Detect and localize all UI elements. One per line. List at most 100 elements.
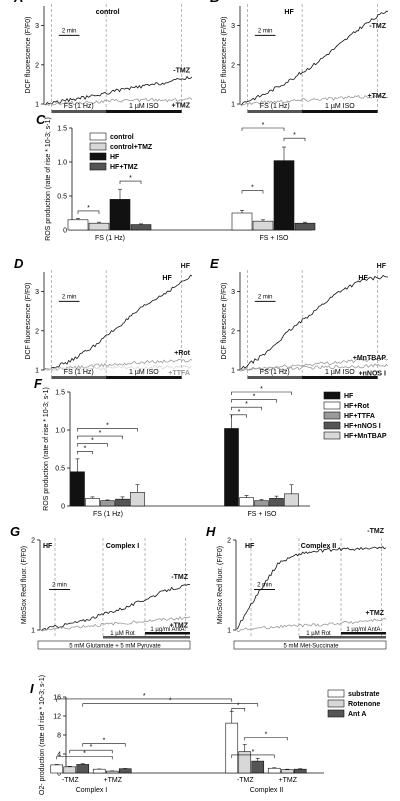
significance-star: *	[91, 438, 94, 445]
panel-label-G: G	[10, 524, 20, 539]
significance-bracket	[283, 137, 306, 142]
y-axis-label: MitoSox Red fluor. (F/F0)	[21, 546, 28, 624]
series-label: -TMZ	[171, 574, 188, 581]
legend-swatch	[327, 699, 345, 708]
legend-label: HF+Rot	[344, 403, 370, 410]
bar	[85, 498, 100, 507]
y-axis-label: O2- production (rate of rise * 10-3; s-1…	[39, 675, 46, 795]
y-tick-label: 4	[57, 752, 61, 759]
y-tick-label: 1.0	[57, 160, 67, 167]
bar	[252, 220, 274, 231]
significance-bracket	[56, 698, 233, 702]
trace--nnos-i	[239, 363, 389, 372]
y-tick-label: 2	[227, 538, 231, 545]
protocol-label: 1 µM ISO	[129, 103, 159, 110]
bar	[76, 764, 90, 774]
legend-swatch	[327, 689, 345, 698]
category-label: FS (1 Hz)	[93, 511, 123, 518]
series-label: +TMZ	[366, 610, 385, 617]
series-label: -TMZ	[369, 23, 386, 30]
panel-title: HF	[43, 543, 53, 550]
significance-bracket	[69, 749, 113, 754]
significance-star: *	[252, 749, 255, 756]
significance-star: *	[103, 738, 106, 745]
trace--tmz	[235, 617, 387, 632]
scale-bar-label: 2 min	[258, 28, 273, 34]
y-tick-label: 1	[231, 368, 235, 375]
significance-bracket	[77, 428, 138, 432]
legend-label: Rotenone	[348, 701, 380, 708]
bar	[280, 769, 294, 774]
scale-bar-label: 2 min	[258, 294, 273, 300]
significance-star: *	[169, 698, 172, 705]
significance-star: *	[237, 702, 240, 709]
trace--tmz	[43, 97, 193, 106]
panel-title: HF	[358, 275, 368, 282]
panel-label-C: C	[36, 112, 46, 127]
significance-bracket	[231, 391, 292, 395]
significance-star: *	[253, 394, 256, 401]
category-label: +TMZ	[279, 777, 298, 784]
bar	[88, 222, 110, 231]
panel-C: C 0 0.5 1.0 1.5 ROS production (rate of rise …	[36, 112, 316, 242]
y-tick-label: 0	[63, 228, 67, 235]
panel-label-F: F	[34, 376, 43, 391]
scale-bar-label: 2 min	[52, 583, 67, 589]
legend-swatch	[323, 411, 341, 420]
significance-bracket	[231, 406, 262, 411]
legend-label: Ant A	[348, 711, 366, 718]
scale-bar-label: 2 min	[62, 294, 77, 300]
bar	[294, 222, 316, 231]
significance-bracket	[241, 127, 285, 131]
y-tick-label: 1.5	[57, 126, 67, 133]
legend-swatch	[89, 152, 107, 161]
trace-hf	[43, 274, 193, 371]
significance-star: *	[84, 445, 87, 452]
significance-bracket	[231, 708, 246, 712]
protocol-label: FS (1 Hz)	[64, 369, 94, 376]
bar	[63, 766, 77, 774]
legend-label: substrate	[348, 691, 380, 698]
panel-title: HF	[284, 9, 294, 16]
significance-star: *	[293, 132, 296, 139]
bar	[105, 770, 119, 774]
y-tick-label: 1	[231, 102, 235, 109]
category-label: -TMZ	[237, 777, 254, 784]
significance-star: *	[251, 185, 254, 192]
panel-title: HF	[162, 275, 172, 282]
substrate-label: 5 mM Glutamate + 5 mM Pyruvate	[69, 644, 161, 650]
substrate-box	[233, 640, 387, 650]
y-tick-label: 1	[35, 102, 39, 109]
y-tick-label: 2	[231, 328, 235, 335]
scale-bar-label: 2 min	[257, 583, 272, 589]
series-label: +TMZ	[368, 93, 387, 100]
protocol-label: 1 µM ISO	[325, 369, 355, 376]
panel-label-H: H	[206, 524, 216, 539]
series-label: -TMZ	[173, 68, 190, 75]
legend-swatch	[327, 709, 345, 718]
y-tick-label: 1	[35, 368, 39, 375]
protocol-bar-rot	[299, 636, 386, 639]
protocol-label: 1 µM Rot	[110, 631, 135, 637]
protocol-bar-iso	[302, 376, 378, 379]
significance-star: *	[262, 122, 265, 129]
significance-bracket	[119, 180, 142, 185]
y-axis-label: DCF fluorescence (F/F0)	[25, 16, 32, 93]
significance-bracket	[77, 435, 123, 440]
significance-star: *	[238, 409, 241, 416]
y-tick-label: 1	[31, 628, 35, 635]
group-label: Complex II	[250, 787, 284, 794]
y-axis-label: DCF fluorescence (F/F0)	[221, 16, 228, 93]
bar	[269, 498, 284, 507]
bar	[50, 764, 64, 774]
trace-hf	[239, 274, 388, 370]
legend-swatch	[323, 431, 341, 440]
panel-subtitle: Complex II	[301, 543, 336, 550]
protocol-bar-anta	[341, 632, 386, 635]
y-axis-label: ROS production (rate of rise * 10-3; s-1…	[43, 387, 50, 511]
protocol-bar-iso	[302, 110, 378, 113]
significance-star: *	[245, 401, 248, 408]
protocol-bar-iso	[106, 110, 182, 113]
